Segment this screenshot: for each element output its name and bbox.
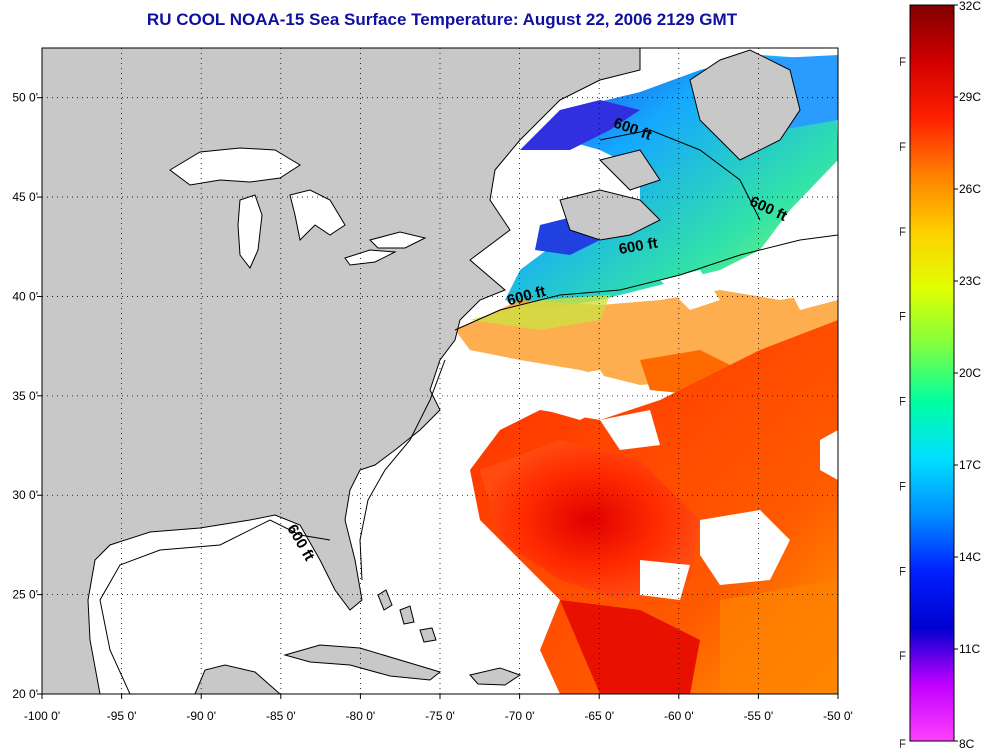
- colorbar-c-label: 14C: [959, 550, 981, 564]
- colorbar-c-label: 11C: [959, 642, 980, 656]
- colorbar-f-label: 86F: [900, 55, 906, 69]
- lat-tick-label: 50 0': [12, 91, 38, 105]
- lon-tick-label: -80 0': [346, 709, 376, 723]
- lon-tick-label: -60 0': [664, 709, 694, 723]
- lat-tick-label: 35 0': [12, 389, 38, 403]
- colorbar-f-label: 61F: [900, 479, 906, 493]
- lon-tick-label: -90 0': [186, 709, 216, 723]
- isobath-label: 600 ft: [617, 235, 659, 259]
- lon-tick-label: -65 0': [584, 709, 614, 723]
- lon-tick-label: -50 0': [823, 709, 853, 723]
- colorbar-c-label: 29C: [959, 90, 981, 104]
- lat-tick-label: 20 0': [12, 687, 38, 701]
- colorbar-c-label: 20C: [959, 366, 981, 380]
- lon-tick-label: -70 0': [505, 709, 535, 723]
- lat-tick-label: 45 0': [12, 190, 38, 204]
- colorbar-f-label: 71F: [900, 310, 906, 324]
- latitude-ticks: 20 0' 25 0' 30 0' 35 0' 40 0' 45 0' 50 0': [12, 91, 42, 701]
- colorbar-celsius-labels: 32C 29C 26C 23C 20C 17C 14C 11C 8C: [954, 0, 981, 751]
- sst-map: -100 0' -95 0' -90 0' -85 0' -80 0' -75 0' -70…: [12, 47, 853, 723]
- longitude-ticks: -100 0' -95 0' -90 0' -85 0' -80 0' -75 0' -70…: [24, 694, 853, 723]
- colorbar-f-label: 81F: [900, 140, 906, 154]
- colorbar-c-label: 23C: [959, 274, 981, 288]
- colorbar-f-label: 76F: [900, 225, 906, 239]
- colorbar-f-label: 51F: [900, 649, 906, 663]
- lon-tick-label: -55 0': [744, 709, 774, 723]
- lat-tick-label: 30 0': [12, 488, 38, 502]
- lon-tick-label: -85 0': [266, 709, 296, 723]
- lon-tick-label: -95 0': [107, 709, 137, 723]
- lon-tick-label: -100 0': [24, 709, 60, 723]
- colorbar-f-label: 46F: [900, 737, 906, 751]
- colorbar-c-label: 32C: [959, 0, 981, 13]
- isobath-lines: [99, 129, 838, 694]
- colorbar-gradient: [909, 4, 955, 742]
- colorbar-fahrenheit-labels: 86F 81F 76F 71F 66F 61F 56F 51F 46F: [900, 55, 906, 751]
- colorbar-f-label: 66F: [900, 395, 906, 409]
- colorbar-f-label: 56F: [900, 564, 906, 578]
- lon-tick-label: -75 0': [425, 709, 455, 723]
- colorbar: 86F 81F 76F 71F 66F 61F 56F 51F 46F 32C 29C 26C 23C…: [900, 0, 981, 751]
- land-layer: [42, 48, 801, 694]
- colorbar-c-label: 17C: [959, 458, 981, 472]
- map-title: RU COOL NOAA-15 Sea Surface Temperature:…: [146, 10, 738, 29]
- colorbar-c-label: 8C: [959, 737, 975, 751]
- colorbar-c-label: 26C: [959, 182, 981, 196]
- lat-tick-label: 25 0': [12, 588, 38, 602]
- lat-tick-label: 40 0': [12, 289, 38, 303]
- great-lakes: [169, 147, 427, 269]
